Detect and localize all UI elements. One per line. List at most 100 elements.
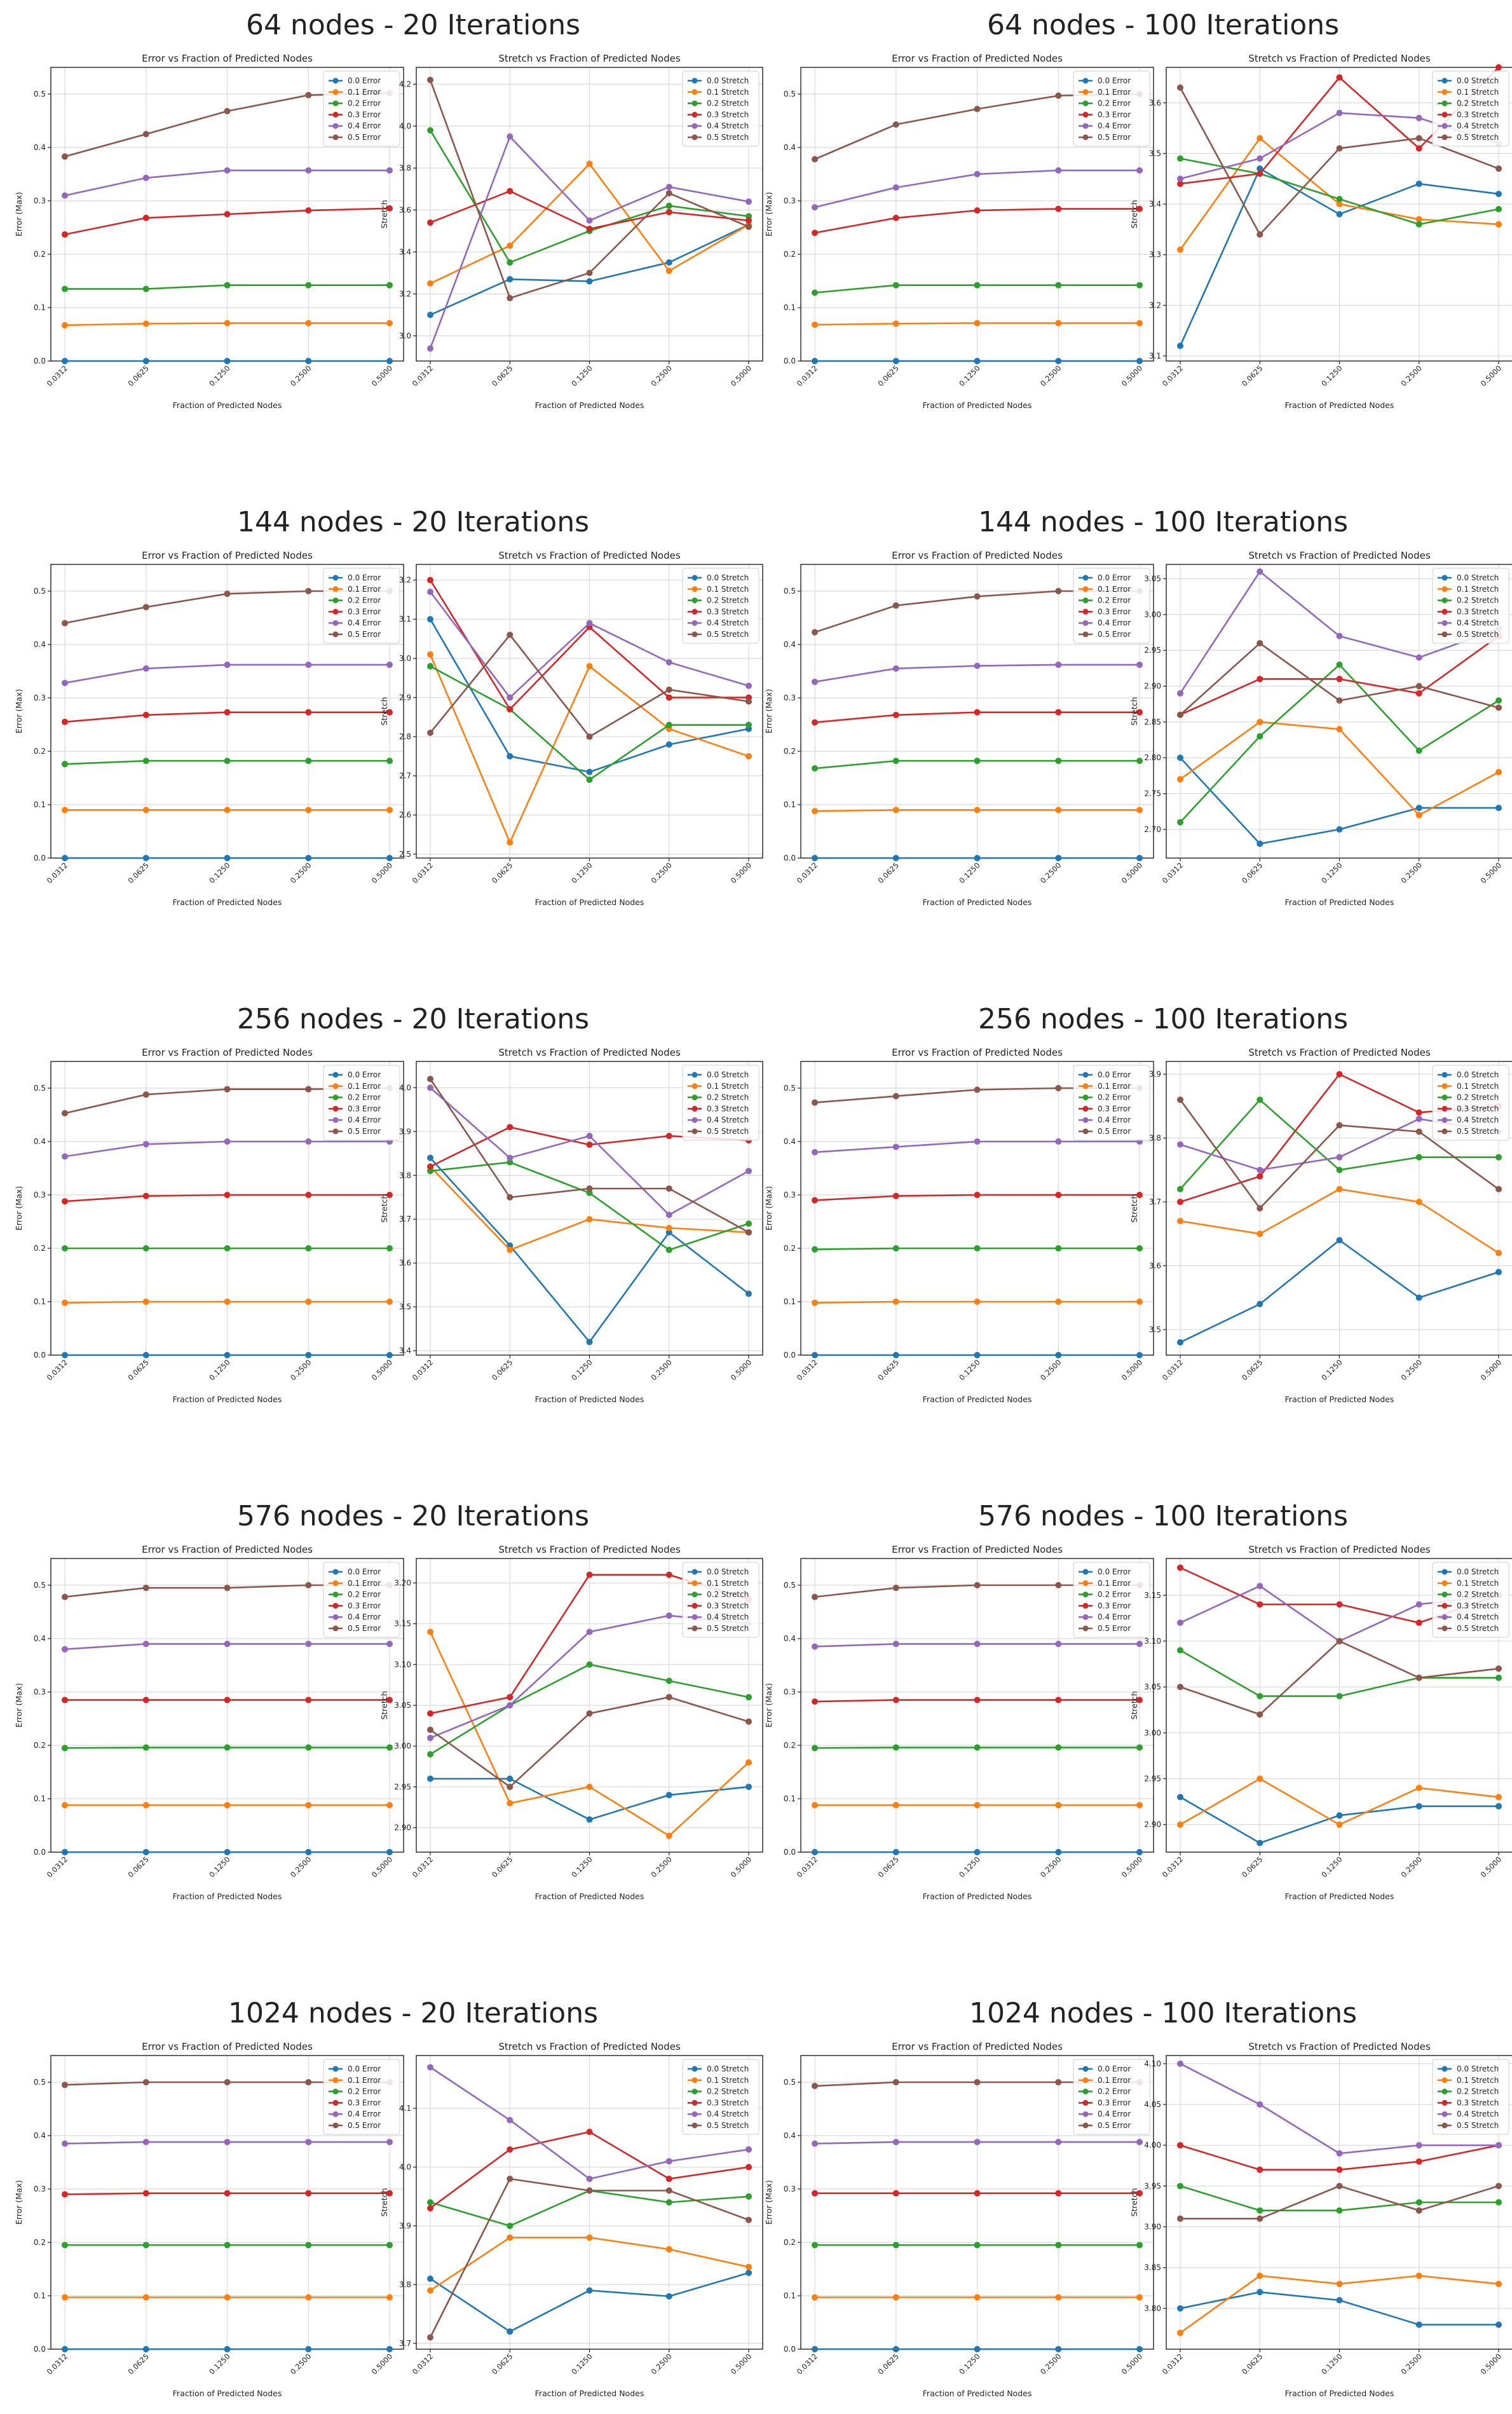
x-tick-label: 0.0625 [490, 1358, 514, 1382]
data-point [812, 678, 818, 685]
data-point [386, 282, 393, 289]
legend-label: 0.4 Error [348, 1613, 381, 1621]
legend-marker [1082, 608, 1089, 615]
data-point [586, 1783, 593, 1790]
y-tick-label: 3.10 [394, 1660, 411, 1669]
x-tick-label: 0.0312 [45, 1358, 69, 1382]
y-tick-label: 3.20 [394, 1579, 411, 1588]
y-tick-label: 0.1 [34, 1297, 46, 1306]
data-point [142, 807, 149, 814]
data-point [142, 1192, 149, 1199]
x-tick-label: 0.5000 [1479, 1358, 1503, 1382]
data-point [62, 679, 68, 686]
data-point [1257, 676, 1263, 683]
x-axis-label: Fraction of Predicted Nodes [923, 2389, 1032, 2398]
x-tick-label: 0.0625 [126, 1855, 151, 1879]
data-point [974, 1640, 981, 1647]
legend-marker [691, 2089, 698, 2095]
data-point [665, 184, 672, 191]
x-tick-label: 0.2500 [650, 2352, 674, 2376]
y-tick-label: 0.4 [34, 1634, 46, 1643]
figure-title: 144 nodes - 100 Iterations [977, 506, 1349, 538]
legend-marker [332, 100, 339, 107]
legend-marker [1441, 631, 1448, 638]
legend-marker [332, 1625, 339, 1632]
chart-title: Error vs Fraction of Predicted Nodes [892, 53, 1063, 64]
data-point [974, 1192, 981, 1198]
data-point [812, 289, 818, 296]
data-point [305, 1582, 312, 1588]
legend-label: 0.4 Stretch [1457, 1115, 1499, 1124]
y-tick-label: 4.0 [399, 2163, 411, 2172]
legend-marker [691, 134, 698, 140]
legend-marker [1082, 2089, 1089, 2095]
legend-marker [332, 2099, 339, 2106]
legend-label: 0.5 Stretch [707, 2121, 749, 2130]
x-tick-label: 0.0625 [126, 2352, 151, 2376]
legend-marker [1082, 1592, 1089, 1598]
legend-label: 0.1 Stretch [707, 585, 749, 594]
legend-label: 0.3 Error [1098, 1104, 1131, 1113]
data-point [586, 1571, 593, 1578]
data-point [1257, 165, 1263, 172]
data-point [1055, 709, 1062, 716]
data-point [224, 1802, 231, 1809]
data-point [507, 2176, 514, 2183]
data-point [1495, 2183, 1502, 2190]
data-point [142, 1744, 149, 1751]
data-point [1136, 661, 1143, 668]
data-point [1415, 221, 1422, 228]
data-point [586, 620, 593, 627]
data-point [665, 208, 672, 215]
data-point [386, 1849, 393, 1855]
legend [323, 2059, 400, 2135]
data-point [142, 1141, 149, 1148]
y-tick-label: 0.0 [34, 1848, 46, 1857]
data-point [507, 259, 514, 266]
legend-marker [1441, 2089, 1448, 2095]
error-chart: Error vs Fraction of Predicted Nodes 0.03… [764, 550, 1154, 907]
y-tick-label: 2.95 [1144, 646, 1161, 655]
y-tick-label: 0.4 [784, 640, 796, 649]
data-point [665, 1229, 672, 1236]
y-tick-label: 0.2 [34, 1741, 46, 1750]
legend-label: 0.5 Error [1098, 2121, 1131, 2130]
data-point [1415, 690, 1422, 697]
data-point [224, 2190, 231, 2197]
data-point [386, 358, 393, 364]
x-axis-label: Fraction of Predicted Nodes [923, 1892, 1032, 1901]
data-point [305, 1640, 312, 1647]
y-tick-label: 0.0 [34, 1351, 46, 1360]
x-tick-label: 0.0625 [490, 364, 514, 388]
legend-marker [1082, 597, 1089, 604]
x-tick-label: 0.1250 [569, 1358, 594, 1382]
y-axis-label: Stretch [1129, 1691, 1139, 1719]
legend-marker [1082, 100, 1089, 107]
x-axis-label: Fraction of Predicted Nodes [1285, 400, 1394, 410]
x-tick-label: 0.2500 [1400, 861, 1424, 885]
data-point [1136, 709, 1143, 716]
legend-label: 0.0 Stretch [1457, 573, 1499, 582]
legend-marker [332, 1580, 339, 1586]
data-point [224, 1245, 231, 1251]
chart-title: Stretch vs Fraction of Predicted Nodes [498, 1047, 681, 1058]
legend-marker [691, 631, 698, 638]
data-point [665, 2176, 672, 2183]
legend-label: 0.3 Error [348, 2098, 381, 2107]
data-point [665, 190, 672, 196]
data-point [1177, 2329, 1183, 2336]
y-tick-label: 0.0 [34, 357, 46, 365]
y-tick-label: 0.2 [34, 747, 46, 756]
chart-title: Stretch vs Fraction of Predicted Nodes [498, 550, 681, 561]
legend [682, 568, 759, 644]
data-point [892, 855, 899, 861]
legend-marker [332, 111, 339, 118]
data-point [892, 2190, 899, 2197]
data-point [305, 661, 312, 668]
legend-marker [332, 631, 339, 638]
data-point [386, 855, 393, 861]
data-point [224, 807, 231, 814]
data-point [142, 174, 149, 181]
data-point [1495, 64, 1502, 71]
y-tick-label: 0.1 [34, 800, 46, 809]
